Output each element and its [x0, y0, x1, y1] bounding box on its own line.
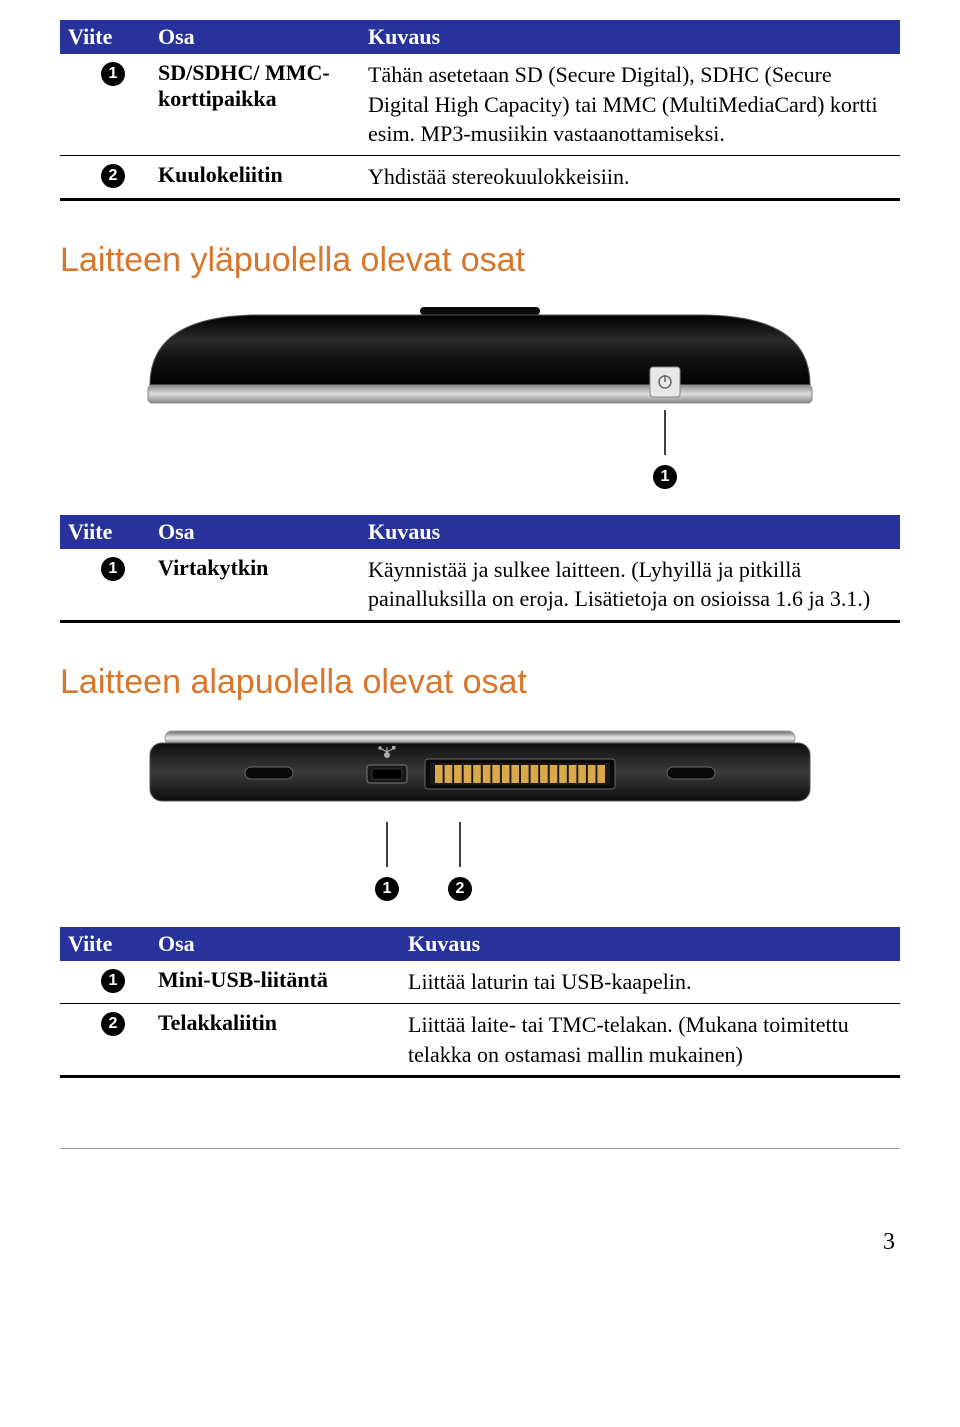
- table3-header: Viite Osa Kuvaus: [60, 927, 900, 961]
- table-row: 1 SD/SDHC/ MMC-korttipaikka Tähän asetet…: [60, 54, 900, 156]
- table-row: 2 Telakkaliitin Liittää laite- tai TMC-t…: [60, 1004, 900, 1078]
- part-label: SD/SDHC/ MMC-korttipaikka: [158, 60, 368, 112]
- desc-text: Käynnistää ja sulkee laitteen. (Lyhyillä…: [368, 555, 892, 614]
- header-ref: Viite: [68, 24, 158, 50]
- desc-text: Yhdistää stereokuulokkeisiin.: [368, 162, 892, 192]
- section-title-bottom: Laitteen alapuolella olevat osat: [60, 663, 900, 702]
- header-part: Osa: [158, 931, 408, 957]
- table-row: 1 Virtakytkin Käynnistää ja sulkee laitt…: [60, 549, 900, 623]
- callout-lines-top: [140, 410, 820, 465]
- ref-circle-icon: 2: [101, 164, 125, 188]
- page-number: 3: [60, 1229, 900, 1256]
- ref-circle-icon: 1: [101, 969, 125, 993]
- desc-text: Liittää laturin tai USB-kaapelin.: [408, 967, 892, 997]
- table-row: 2 Kuulokeliitin Yhdistää stereokuulokkei…: [60, 156, 900, 201]
- part-label: Mini-USB-liitäntä: [158, 967, 408, 993]
- dock-connector-icon: [425, 759, 615, 789]
- header-desc: Kuvaus: [368, 24, 892, 50]
- section-title-top: Laitteen yläpuolella olevat osat: [60, 241, 900, 280]
- header-desc: Kuvaus: [408, 931, 892, 957]
- callout-circle-icon: 1: [375, 877, 399, 901]
- header-part: Osa: [158, 24, 368, 50]
- device-top-illustration: 1: [60, 305, 900, 495]
- table1-header: Viite Osa Kuvaus: [60, 20, 900, 54]
- callout-circle-icon: 1: [653, 465, 677, 489]
- desc-text: Tähän asetetaan SD (Secure Digital), SDH…: [368, 60, 892, 149]
- device-top-svg: [140, 305, 820, 410]
- part-label: Telakkaliitin: [158, 1010, 408, 1036]
- header-ref: Viite: [68, 931, 158, 957]
- callout-circle-icon: 2: [448, 877, 472, 901]
- part-label: Virtakytkin: [158, 555, 368, 581]
- callout-lines-bottom: [140, 822, 820, 877]
- header-desc: Kuvaus: [368, 519, 892, 545]
- ref-circle-icon: 1: [101, 62, 125, 86]
- footer-divider: [60, 1148, 900, 1149]
- desc-text: Liittää laite- tai TMC-telakan. (Mukana …: [408, 1010, 892, 1069]
- part-label: Kuulokeliitin: [158, 162, 368, 188]
- table-row: 1 Mini-USB-liitäntä Liittää laturin tai …: [60, 961, 900, 1004]
- device-bottom-illustration: 1 2: [60, 727, 900, 907]
- device-bottom-svg: [140, 727, 820, 822]
- header-ref: Viite: [68, 519, 158, 545]
- ref-circle-icon: 2: [101, 1012, 125, 1036]
- ref-circle-icon: 1: [101, 557, 125, 581]
- header-part: Osa: [158, 519, 368, 545]
- table2-header: Viite Osa Kuvaus: [60, 515, 900, 549]
